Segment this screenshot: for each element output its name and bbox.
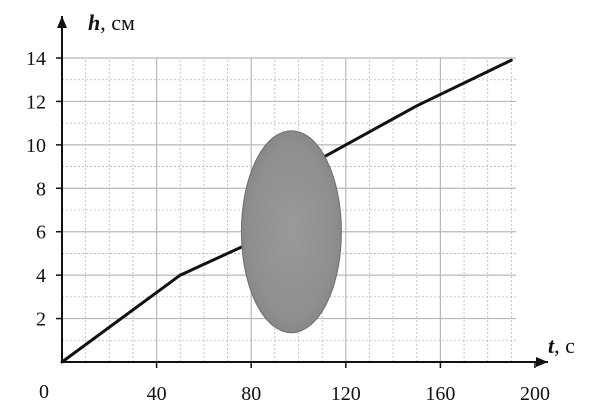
x-axis-label: t, с [548,333,575,358]
y-tick-label: 12 [26,91,46,113]
y-tick-label: 14 [26,48,46,70]
x-tick-label: 120 [331,383,361,405]
y-tick-label: 10 [26,135,46,157]
x-axis-arrow [536,357,548,367]
y-axis-label-unit: , см [100,10,135,35]
y-axis-label: h, см [88,10,135,35]
x-tick-label: 160 [425,383,455,405]
x-axis-label-unit: , с [554,333,575,358]
y-axis-label-var: h [88,10,100,35]
x-tick-label: 80 [241,383,261,405]
y-tick-label: 6 [36,222,46,244]
y-tick-label: 8 [36,178,46,200]
x-tick-label: 40 [147,383,167,405]
y-axis-arrow [57,16,67,28]
y-tick-label: 2 [36,309,46,331]
x-tick-label: 200 [520,383,550,405]
occluding-blob [241,131,341,333]
y-tick-label: 4 [36,265,46,287]
origin-label: 0 [39,381,49,403]
occluding-blob-layer [241,131,341,333]
